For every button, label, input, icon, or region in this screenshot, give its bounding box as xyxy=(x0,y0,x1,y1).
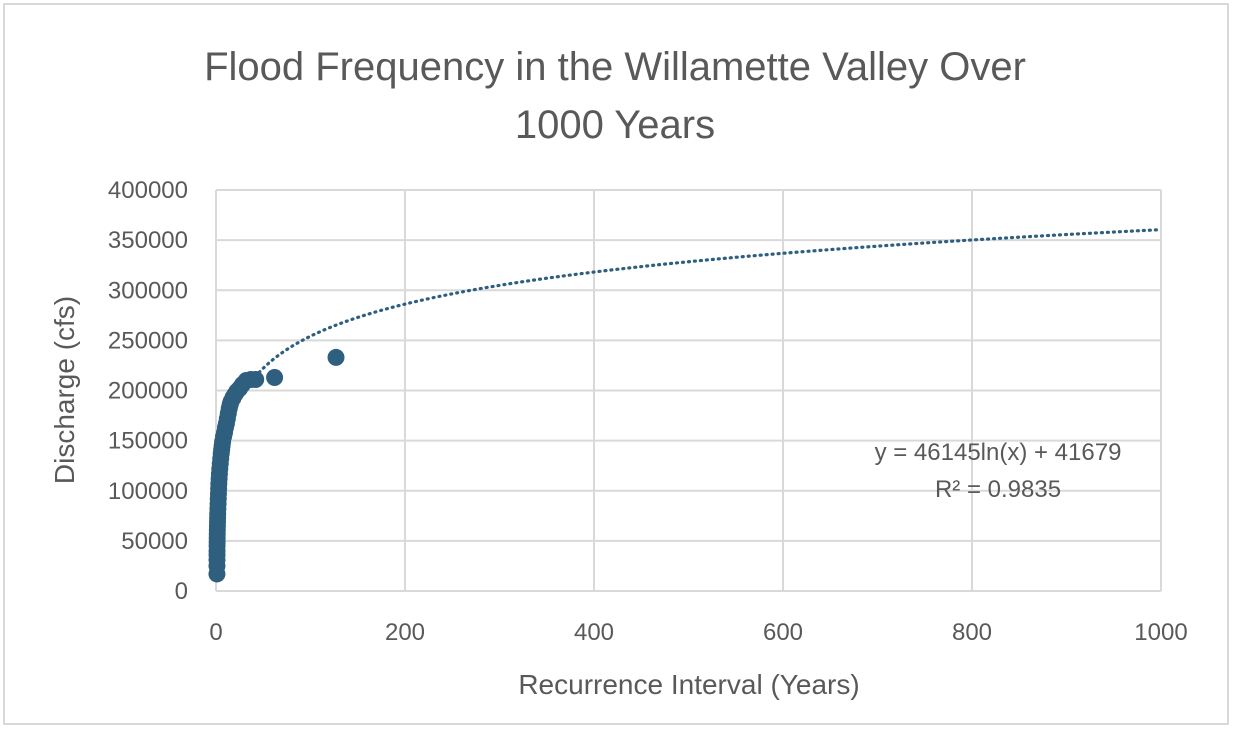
chart-frame xyxy=(3,3,1229,725)
y-tick-label: 100000 xyxy=(108,478,188,505)
x-tick-label: 0 xyxy=(209,619,222,646)
chart-title: Flood Frequency in the Willamette Valley… xyxy=(0,38,1230,154)
gridlines xyxy=(215,189,1162,592)
x-axis-ticks: 0 200 400 600 800 1000 xyxy=(209,619,1187,646)
y-tick-label: 200000 xyxy=(108,378,188,405)
x-tick-label: 600 xyxy=(763,619,803,646)
y-tick-label: 400000 xyxy=(108,177,188,204)
y-tick-label: 50000 xyxy=(121,528,188,555)
chart-title-line-2: 1000 Years xyxy=(514,103,716,147)
y-tick-label: 150000 xyxy=(108,428,188,455)
y-axis-title: Discharge (cfs) xyxy=(49,296,80,484)
x-axis-title: Recurrence Interval (Years) xyxy=(518,669,859,700)
y-axis-ticks: 0 50000 100000 150000 200000 250000 300000 3500… xyxy=(108,177,188,605)
x-tick-label: 200 xyxy=(385,619,425,646)
data-point xyxy=(327,348,345,366)
data-point xyxy=(247,370,265,388)
chart-title-line-1: Flood Frequency in the Willamette Valley… xyxy=(204,45,1026,89)
x-tick-label: 1000 xyxy=(1134,619,1187,646)
y-tick-label: 350000 xyxy=(108,227,188,254)
trendline-equation: y = 46145ln(x) + 41679 xyxy=(875,439,1122,466)
trendline-r-squared: R² = 0.9835 xyxy=(935,476,1061,503)
y-tick-label: 0 xyxy=(175,578,188,605)
y-tick-label: 250000 xyxy=(108,327,188,354)
data-point xyxy=(266,368,284,386)
data-points xyxy=(208,348,345,583)
x-tick-label: 800 xyxy=(952,619,992,646)
x-tick-label: 400 xyxy=(574,619,614,646)
y-tick-label: 300000 xyxy=(108,277,188,304)
